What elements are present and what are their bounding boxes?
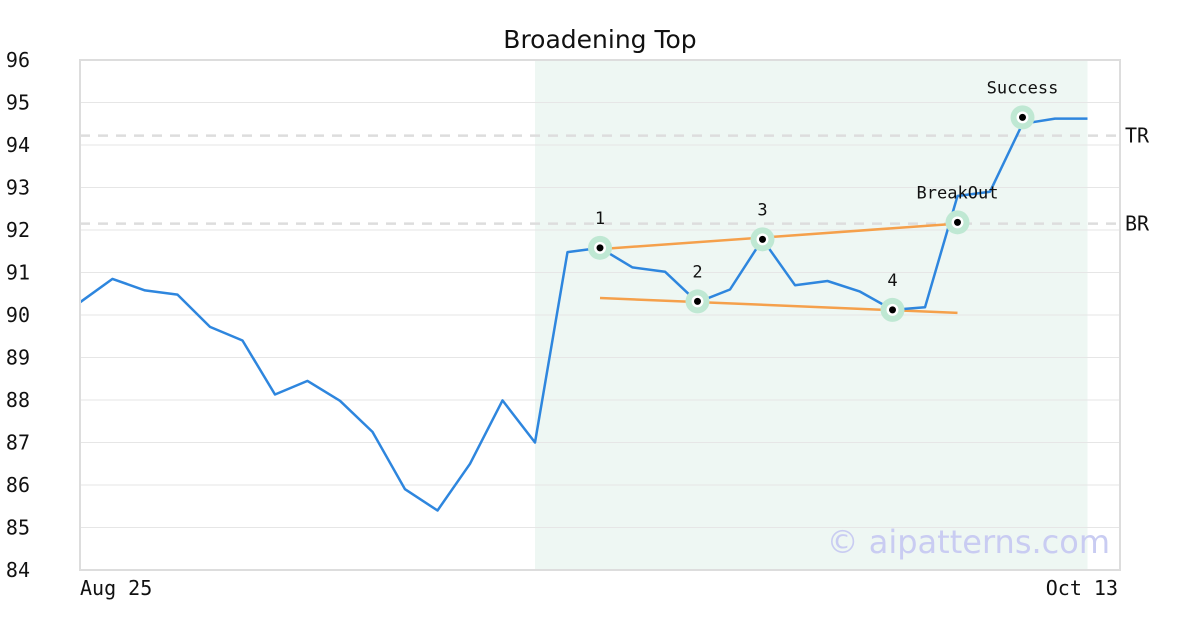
price-line bbox=[79, 117, 1088, 512]
point-dot-success bbox=[1019, 113, 1026, 121]
plot-frame bbox=[79, 59, 1121, 571]
y-tick-label: 96 bbox=[6, 48, 30, 72]
y-tick-label: 93 bbox=[6, 176, 30, 200]
chart-title: Broadening Top bbox=[503, 25, 696, 54]
x-axis-start-label: Aug 25 bbox=[80, 576, 152, 600]
y-tick-label: 89 bbox=[6, 346, 30, 370]
point-dot-breakout bbox=[954, 218, 961, 226]
level-label-br: BR bbox=[1125, 212, 1150, 236]
point-label-success: Success bbox=[987, 78, 1059, 98]
y-tick-label: 90 bbox=[6, 303, 30, 327]
y-tick-label: 88 bbox=[6, 388, 30, 412]
point-label-1: 1 bbox=[595, 209, 605, 229]
point-dot-4 bbox=[889, 306, 896, 314]
y-tick-label: 84 bbox=[6, 558, 30, 582]
y-tick-label: 95 bbox=[6, 91, 30, 115]
y-tick-label: 94 bbox=[6, 133, 30, 157]
point-label-breakout: BreakOut bbox=[917, 183, 999, 203]
level-label-tr: TR bbox=[1125, 124, 1150, 148]
y-tick-label: 86 bbox=[6, 473, 30, 497]
point-dot-3 bbox=[759, 235, 766, 243]
y-tick-label: 92 bbox=[6, 218, 30, 242]
point-dot-1 bbox=[596, 244, 604, 252]
y-tick-label: 85 bbox=[6, 516, 30, 540]
y-tick-label: 91 bbox=[6, 261, 30, 285]
y-tick-label: 87 bbox=[6, 431, 30, 455]
point-label-2: 2 bbox=[692, 262, 702, 282]
point-label-4: 4 bbox=[887, 271, 897, 291]
point-dot-2 bbox=[694, 297, 701, 305]
watermark-text: © aipatterns.com bbox=[827, 523, 1110, 561]
point-label-3: 3 bbox=[757, 200, 767, 220]
upper-trendline bbox=[599, 222, 958, 251]
x-axis-end-label: Oct 13 bbox=[1046, 576, 1118, 600]
